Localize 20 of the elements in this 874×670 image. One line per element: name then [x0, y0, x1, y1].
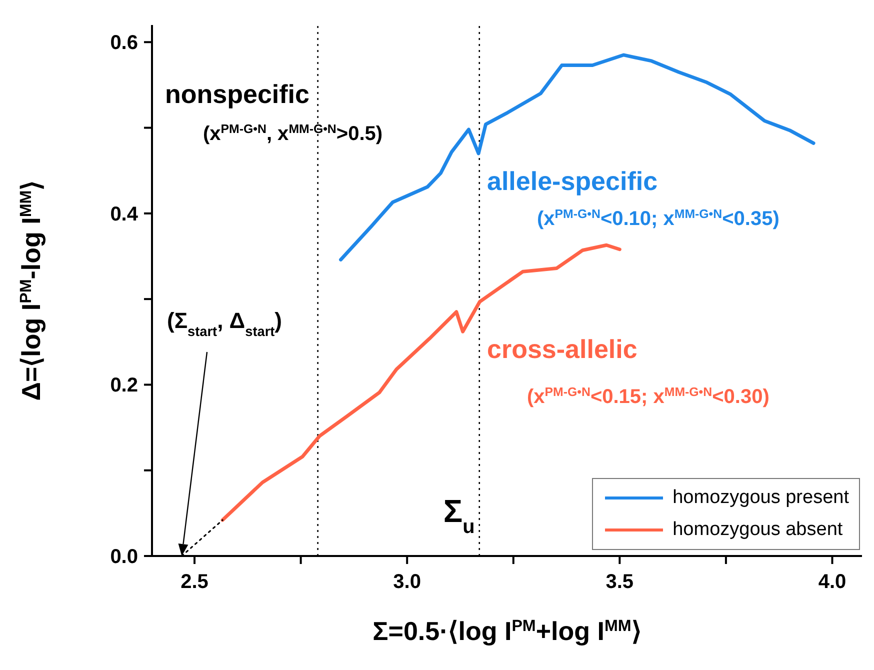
x-tick-label: 3.0 [393, 571, 421, 593]
line-series [339, 53, 816, 262]
annotation: cross-allelic [487, 334, 638, 364]
y-tick-label: 0.6 [110, 32, 138, 54]
x-tick-label: 3.5 [606, 571, 634, 593]
annotation: allele-specific [487, 166, 658, 196]
x-axis-title: Σ=0.5·⟨log I$^{PM}$+log I$^{MM}$⟩ [372, 616, 642, 646]
annotation: (x$^{PM-G•N}$, x$^{MM-G•N}$>0.5) [203, 122, 383, 145]
annotation: (x$^{PM-G•N}$<0.10; x$^{MM-G•N}$<0.35) [537, 207, 780, 230]
annotation: nonspecific [165, 79, 310, 109]
y-tick-label: 0.2 [110, 374, 138, 397]
legend-label: homozygous absent [672, 518, 843, 542]
annotation: (Σ$_{start}$, Δ$_{start}$) [167, 308, 282, 338]
ref-line-label: Σ$_{u}$ [443, 493, 475, 538]
y-tick-label: 0.0 [110, 546, 138, 568]
legend-label: homozygous present [672, 486, 849, 510]
annotation: (x$^{PM-G•N}$<0.15; x$^{MM-G•N}$<0.30) [527, 385, 770, 408]
x-tick-label: 2.5 [180, 571, 208, 593]
x-tick-label: 4.0 [818, 571, 846, 593]
y-tick-label: 0.4 [110, 203, 139, 226]
